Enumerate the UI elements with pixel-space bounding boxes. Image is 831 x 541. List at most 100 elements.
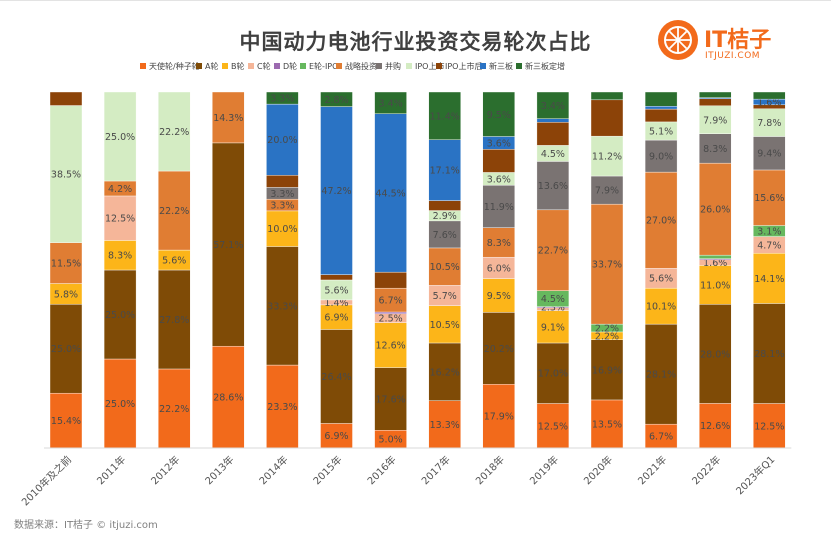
legend-label: 新三板定增 (525, 62, 565, 71)
bar-segment (699, 254, 732, 259)
bar-segment (320, 91, 353, 107)
chart-legend: 天使轮/种子轮 A轮 B轮 C轮 D轮 E轮-IPO 战略投资 并购 IPO上市 IPO上市后 新三… (140, 61, 820, 75)
data-label: 10.1% (646, 302, 676, 313)
data-label: 3.4% (541, 101, 565, 112)
bar-segment (644, 108, 678, 123)
bar-segment (753, 108, 786, 137)
data-label: 3.6% (487, 138, 511, 149)
bar-segment (482, 185, 515, 228)
data-label: 44.5% (376, 188, 406, 199)
bar-segment (428, 91, 461, 140)
data-label: 20.0% (267, 135, 297, 146)
data-label: 2.2% (595, 331, 619, 342)
data-label: 12.5% (754, 421, 784, 432)
data-label: 2.2% (595, 324, 619, 335)
data-label: 8.3% (703, 144, 727, 155)
data-label: 14.3% (213, 113, 243, 124)
bar-segment (482, 278, 515, 313)
legend-item: 新三板 (480, 61, 513, 73)
x-tick-label: 2010年及之前 (19, 453, 74, 508)
data-label: 28.1% (646, 370, 676, 381)
bar-segment (482, 149, 515, 173)
legend-label: 天使轮/种子轮 (149, 62, 200, 71)
legend-item: D轮 (274, 61, 297, 73)
data-label: 4.7% (757, 240, 781, 251)
legend-swatch (376, 62, 382, 69)
x-tick-label: 2015年 (310, 453, 344, 487)
legend-item: B轮 (222, 61, 245, 73)
data-label: 9.0% (649, 152, 673, 163)
data-label: 5.6% (162, 256, 186, 267)
bar-segment (103, 240, 137, 271)
data-label: 2.5% (379, 314, 403, 325)
x-tick-label: 2022年 (689, 453, 723, 487)
data-label: 13.5% (592, 419, 622, 430)
data-label: 9.5% (487, 110, 511, 121)
data-label: 3.4% (379, 98, 403, 109)
data-label: 6.9% (324, 431, 348, 442)
data-label: 6.7% (649, 432, 673, 443)
data-label: 9.4% (757, 149, 781, 160)
bar-segment (428, 139, 461, 201)
bar-segment (536, 310, 570, 344)
bar-segment (374, 91, 407, 114)
data-label: 15.6% (754, 193, 784, 204)
brand-url: ITJUZI.COM (705, 51, 761, 61)
bar-segment (482, 312, 515, 385)
bar-segment (644, 139, 678, 173)
x-tick-label: 2014年 (256, 453, 290, 487)
bar-segment (536, 209, 570, 291)
orange-logo-icon (658, 20, 698, 60)
data-label: 3.3% (270, 201, 294, 212)
data-label: 6.9% (324, 313, 348, 324)
data-label: 7.6% (433, 230, 457, 241)
data-label: 57.1% (213, 240, 243, 251)
data-label: 28.6% (213, 393, 243, 404)
data-label: 17.1% (430, 166, 460, 177)
bar-segment (699, 105, 732, 134)
data-label: 25.0% (105, 132, 135, 143)
legend-item: 新三板定增 (516, 61, 565, 73)
data-label: 9.5% (487, 291, 511, 302)
bar-segment (753, 303, 786, 404)
bar-segment (374, 367, 407, 431)
legend-label: IPO上市后 (445, 62, 483, 71)
bar-segment (49, 105, 83, 243)
bar-segment (590, 91, 624, 101)
legend-item: IPO上市 (406, 61, 444, 73)
data-label: 28.1% (754, 349, 784, 360)
data-label: 11.0% (700, 280, 730, 291)
legend-swatch (274, 62, 280, 69)
data-label: 20.2% (484, 344, 514, 355)
data-label: 2.3% (541, 303, 565, 314)
legend-swatch (140, 62, 146, 69)
x-tick-label: 2016年 (364, 453, 398, 487)
data-label: 1.6% (757, 97, 781, 108)
data-label: 10.5% (430, 262, 460, 273)
data-label: 11.4% (430, 111, 460, 122)
data-label: 6.0% (487, 263, 511, 274)
data-label: 11.5% (51, 259, 81, 270)
bar-segment (266, 210, 299, 247)
bar-segment (428, 247, 461, 286)
legend-label: B轮 (231, 62, 245, 71)
legend-label: 新三板 (489, 62, 513, 71)
bar-segment (266, 91, 299, 105)
data-label: 3.3% (270, 94, 294, 105)
data-label: 5.1% (649, 126, 673, 137)
legend-label: 并购 (385, 62, 401, 71)
data-label: 4.5% (541, 149, 565, 160)
data-label: 13.3% (430, 420, 460, 431)
data-label: 5.8% (54, 289, 78, 300)
bar-segment (699, 162, 732, 256)
brand-logo: IT桔子 ITJUZI.COM (658, 16, 788, 70)
legend-swatch (480, 62, 486, 69)
legend-label: IPO上市 (415, 62, 445, 71)
bar-segment (266, 175, 299, 188)
data-label: 22.2% (159, 404, 189, 415)
bar-segment (536, 91, 570, 119)
bar-segment (49, 242, 83, 284)
x-tick-label: 2017年 (419, 453, 453, 487)
data-label: 13.6% (538, 181, 568, 192)
